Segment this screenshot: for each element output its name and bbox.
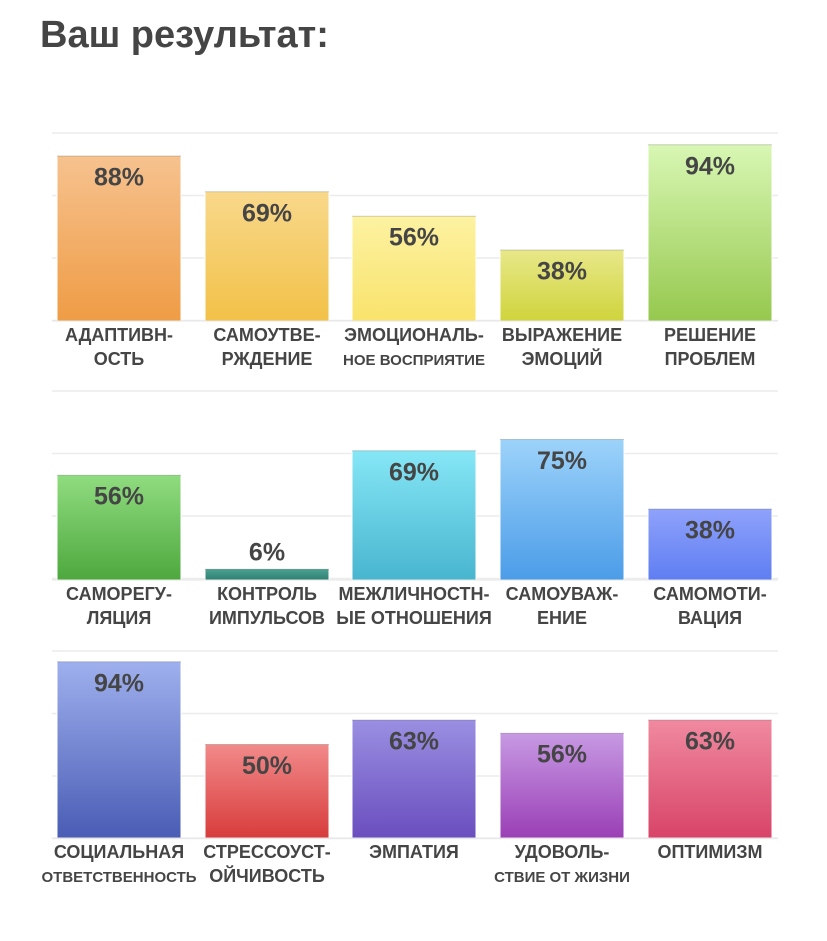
bar bbox=[499, 438, 625, 581]
category-label: САМОМОТИ- bbox=[653, 584, 766, 604]
category-label: МЕЖЛИЧНОСТН- bbox=[338, 584, 489, 604]
category-label: ЫЕ ОТНОШЕНИЯ bbox=[336, 608, 492, 628]
category-label: СТВИЕ ОТ ЖИЗНИ bbox=[494, 869, 630, 886]
category-label: ПРОБЛЕМ bbox=[665, 349, 756, 369]
chart-panel-2: 56% САМОРЕГУ- ЛЯЦИЯ 6% КОНТРОЛЬ ИМПУЛЬСОВ 69% М… bbox=[52, 390, 778, 628]
bar bbox=[204, 190, 330, 322]
data-label: 69% bbox=[242, 199, 292, 227]
data-label: 56% bbox=[537, 741, 587, 769]
bar bbox=[499, 249, 625, 322]
category-label: ОТВЕТСТВЕННОСТЬ bbox=[41, 869, 196, 886]
category-label: САМОУВАЖ- bbox=[506, 584, 619, 604]
data-label: 75% bbox=[537, 447, 587, 475]
category-label: СОЦИАЛЬНАЯ bbox=[54, 842, 184, 862]
category-label: ОПТИМИЗМ bbox=[657, 842, 762, 862]
category-label: ЭМОЦИОНАЛЬ- bbox=[344, 325, 484, 345]
data-label: 50% bbox=[242, 752, 292, 780]
bar bbox=[499, 732, 625, 839]
data-label: 94% bbox=[94, 669, 144, 697]
data-label: 38% bbox=[685, 517, 735, 545]
data-label: 94% bbox=[685, 152, 735, 180]
category-label: САМОУТВЕ- bbox=[213, 325, 320, 345]
category-label: ЕНИЕ bbox=[537, 608, 587, 628]
category-label: ЭМПАТИЯ bbox=[369, 842, 459, 862]
data-label: 88% bbox=[94, 164, 144, 192]
category-label: ОЙЧИВОСТЬ bbox=[209, 865, 325, 886]
page-title: Ваш результат: bbox=[40, 14, 329, 56]
category-label: ОСТЬ bbox=[94, 349, 145, 369]
category-label: РЕШЕНИЕ bbox=[664, 325, 756, 345]
data-label: 69% bbox=[389, 458, 439, 486]
data-label: 56% bbox=[94, 483, 144, 511]
data-label: 63% bbox=[389, 728, 439, 756]
category-label: ЛЯЦИЯ bbox=[87, 608, 152, 628]
data-label: 63% bbox=[685, 728, 735, 756]
chart-panel-1: 88% АДАПТИВН- ОСТЬ 69% САМОУТВЕ- РЖДЕНИЕ 56% ЭМ… bbox=[52, 132, 778, 369]
category-label: ВЫРАЖЕНИЕ bbox=[502, 325, 622, 345]
category-label: АДАПТИВН- bbox=[65, 325, 173, 345]
category-label: САМОРЕГУ- bbox=[66, 584, 172, 604]
data-label: 6% bbox=[249, 539, 285, 567]
bar bbox=[351, 449, 477, 581]
data-label: 56% bbox=[389, 224, 439, 252]
category-label: УДОВОЛЬ- bbox=[515, 842, 610, 862]
bar bbox=[647, 719, 773, 839]
category-label: ЭМОЦИЙ bbox=[522, 348, 603, 369]
bar bbox=[351, 719, 477, 839]
category-label: ИМПУЛЬСОВ bbox=[209, 608, 325, 628]
category-label: НОЕ ВОСПРИЯТИЕ bbox=[343, 352, 485, 369]
category-label: РЖДЕНИЕ bbox=[222, 349, 313, 369]
data-label: 38% bbox=[537, 258, 587, 286]
category-label: СТРЕССОУСТ- bbox=[203, 842, 330, 862]
bar bbox=[647, 143, 773, 322]
bar bbox=[204, 743, 330, 839]
category-label: КОНТРОЛЬ bbox=[217, 584, 317, 604]
bar bbox=[647, 508, 773, 581]
chart-panel-3: 94% СОЦИАЛЬНАЯ ОТВЕТСТВЕННОСТЬ 50% СТРЕССОУС… bbox=[41, 650, 778, 886]
category-label: ВАЦИЯ bbox=[678, 608, 742, 628]
bar bbox=[56, 474, 182, 581]
bar bbox=[204, 568, 330, 581]
